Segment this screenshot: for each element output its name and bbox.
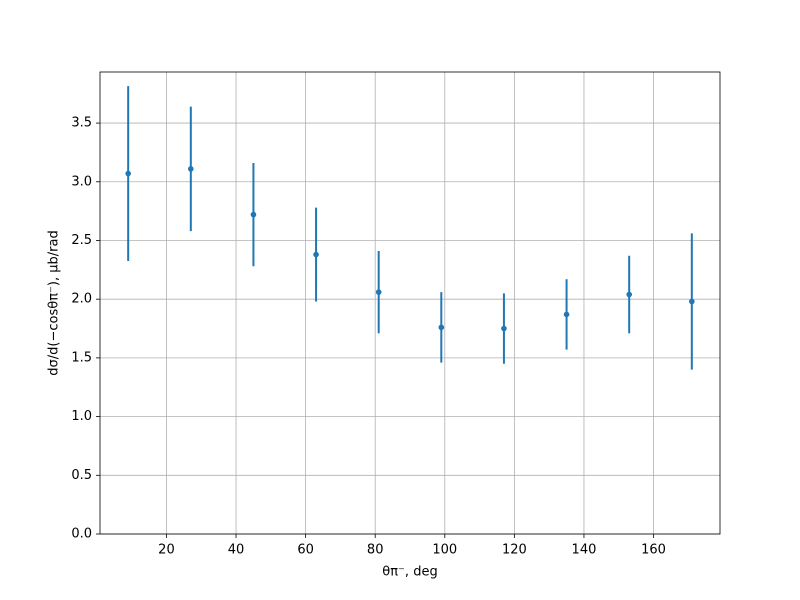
x-tick-label: 140 [572, 543, 597, 558]
x-tick-label: 80 [367, 543, 384, 558]
data-point [438, 324, 445, 331]
x-tick-label: 120 [502, 543, 527, 558]
data-point [125, 170, 131, 177]
data-point [689, 298, 695, 305]
x-tick-label: 40 [228, 543, 245, 558]
y-tick-label: 3.0 [71, 174, 92, 189]
plot-frame [99, 71, 721, 535]
x-tick-label: 20 [158, 543, 175, 558]
x-axis-label: θπ⁻, deg [382, 565, 437, 580]
y-tick-label: 3.5 [71, 116, 92, 131]
y-tick-label: 0.5 [71, 468, 92, 483]
y-tick-label: 1.5 [71, 350, 92, 365]
data-point [313, 251, 319, 258]
y-tick-label: 1.0 [71, 409, 92, 424]
data-point [250, 211, 257, 218]
data-point [563, 311, 570, 318]
data-point [626, 291, 632, 298]
y-tick-label: 2.0 [71, 292, 92, 307]
data-point [501, 325, 507, 332]
y-tick-label: 0.0 [71, 527, 92, 542]
x-tick-label: 100 [432, 543, 457, 558]
x-tick-label: 160 [641, 543, 666, 558]
y-axis-label: dσ/d(−cosθπ⁻), μb/rad [47, 230, 62, 375]
y-tick-label: 2.5 [71, 233, 92, 248]
x-tick-label: 60 [297, 543, 314, 558]
data-point [375, 289, 382, 295]
data-point [188, 166, 194, 172]
